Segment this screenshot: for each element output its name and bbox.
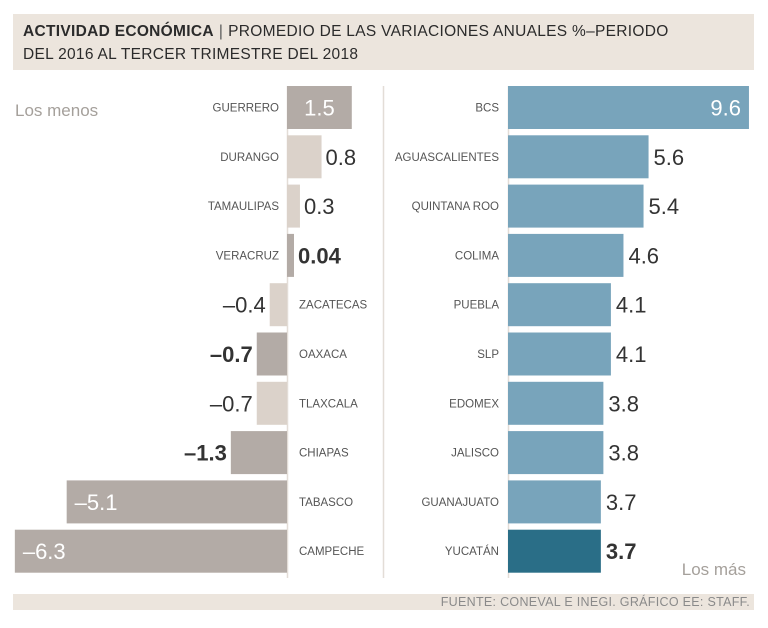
bar-jalisco xyxy=(508,431,604,475)
category-label-oaxaca: OAXACA xyxy=(299,349,347,361)
value-label-puebla: 4.1 xyxy=(616,293,647,318)
value-label-oaxaca: –0.7 xyxy=(210,342,253,367)
category-label-guanajuato: GUANAJUATO xyxy=(421,497,499,509)
value-label-aguascalientes: 5.6 xyxy=(654,145,685,170)
chart-title: ACTIVIDAD ECONÓMICA | PROMEDIO DE LAS VARI… xyxy=(23,23,669,41)
bar-guerrero xyxy=(287,86,352,129)
bar-slp xyxy=(508,332,611,376)
bar-yucatan xyxy=(508,529,601,573)
chart-title-strong: ACTIVIDAD ECONÓMICA xyxy=(23,23,214,40)
category-label-guerrero: GUERRERO xyxy=(213,103,280,115)
category-label-bcs: BCS xyxy=(475,103,499,115)
bar-chiapas xyxy=(230,431,287,475)
category-label-puebla: PUEBLA xyxy=(454,300,500,312)
value-label-guanajuato: 3.7 xyxy=(606,490,637,515)
category-label-zacatecas: ZACATECAS xyxy=(299,300,367,312)
value-label-chiapas: –1.3 xyxy=(184,441,227,466)
category-label-tlaxcala: TLAXCALA xyxy=(299,398,358,410)
bar-oaxaca xyxy=(256,332,287,376)
value-label-tabasco: –5.1 xyxy=(75,490,118,515)
right-group-title: Los más xyxy=(682,560,746,579)
bar-quintana-roo xyxy=(508,184,644,228)
value-label-tlaxcala: –0.7 xyxy=(210,391,253,416)
bar-tamaulipas xyxy=(287,184,300,228)
category-label-durango: DURANGO xyxy=(220,152,279,164)
category-label-jalisco: JALISCO xyxy=(451,448,499,460)
value-label-slp: 4.1 xyxy=(616,342,647,367)
category-label-slp: SLP xyxy=(477,349,499,361)
bar-aguascalientes xyxy=(508,135,649,179)
value-label-jalisco: 3.8 xyxy=(608,441,639,466)
value-label-zacatecas: –0.4 xyxy=(223,293,266,318)
bar-tlaxcala xyxy=(256,381,287,425)
category-label-quintana-roo: QUINTANA ROO xyxy=(412,201,499,213)
category-label-chiapas: CHIAPAS xyxy=(299,448,349,460)
category-label-tamaulipas: TAMAULIPAS xyxy=(208,201,279,213)
source-note: FUENTE: CONEVAL E INEGI. GRÁFICO EE: STA… xyxy=(440,595,750,609)
bar-bcs xyxy=(508,86,749,129)
bar-veracruz xyxy=(287,233,294,277)
category-label-edomex: EDOMEX xyxy=(449,398,499,410)
category-label-veracruz: VERACRUZ xyxy=(216,250,279,262)
value-label-durango: 0.8 xyxy=(326,145,357,170)
chart-header: ACTIVIDAD ECONÓMICA | PROMEDIO DE LAS VARI… xyxy=(13,14,754,70)
bar-colima xyxy=(508,233,624,277)
category-label-colima: COLIMA xyxy=(455,250,499,262)
category-label-yucatan: YUCATÁN xyxy=(445,545,499,558)
bar-tabasco xyxy=(66,480,288,524)
bar-zacatecas xyxy=(269,283,287,327)
bar-puebla xyxy=(508,283,611,327)
value-label-guerrero: 1.5 xyxy=(304,96,335,121)
category-label-tabasco: TABASCO xyxy=(299,497,353,509)
value-label-campeche: –6.3 xyxy=(23,539,66,564)
value-label-quintana-roo: 5.4 xyxy=(649,194,680,219)
left-group-title: Los menos xyxy=(15,101,98,120)
value-label-veracruz: 0.04 xyxy=(298,243,342,268)
category-label-aguascalientes: AGUASCALIENTES xyxy=(395,152,499,164)
value-label-edomex: 3.8 xyxy=(608,391,639,416)
chart-subtitle: DEL 2016 AL TERCER TRIMESTRE DEL 2018 xyxy=(23,46,359,63)
value-label-bcs: 9.6 xyxy=(710,96,741,121)
chart-title-rest: PROMEDIO DE LAS VARIACIONES ANUALES %–PE… xyxy=(228,23,669,40)
bar-durango xyxy=(287,135,322,179)
bar-campeche xyxy=(14,529,288,573)
value-label-tamaulipas: 0.3 xyxy=(304,194,335,219)
category-label-campeche: CAMPECHE xyxy=(299,546,365,558)
value-label-yucatan: 3.7 xyxy=(606,539,637,564)
value-label-colima: 4.6 xyxy=(628,243,659,268)
bar-edomex xyxy=(508,381,604,425)
bar-guanajuato xyxy=(508,480,601,524)
source-footer: FUENTE: CONEVAL E INEGI. GRÁFICO EE: STA… xyxy=(13,594,754,610)
title-separator: | xyxy=(218,23,224,40)
